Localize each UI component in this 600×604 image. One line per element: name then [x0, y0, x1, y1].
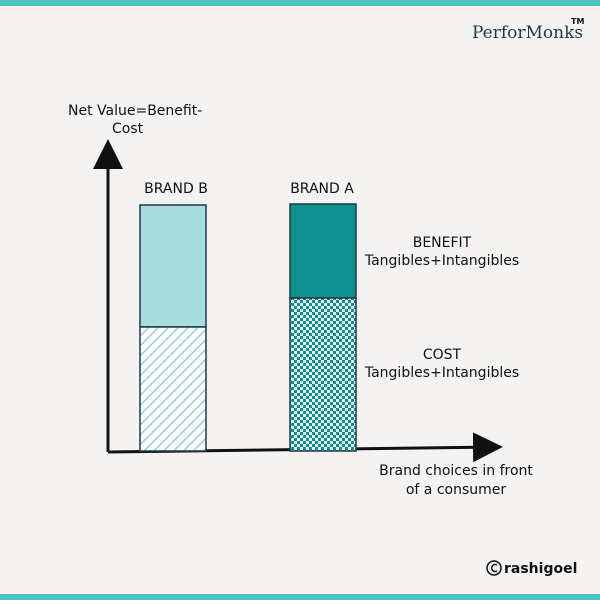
credit: rashigoel: [504, 561, 577, 577]
cost-block: [139, 326, 207, 452]
legend-title: COST: [423, 347, 462, 363]
copyright-icon: [490, 563, 498, 573]
legend-subtitle: Tangibles+Intangibles: [364, 365, 519, 381]
legend-title: BENEFIT: [413, 235, 472, 251]
bottom-band: [0, 594, 600, 600]
x-axis-label: of a consumer: [406, 482, 507, 498]
brand-label: BRAND B: [144, 181, 208, 197]
top-band: [0, 0, 600, 6]
logo-mark: TM: [571, 17, 584, 26]
cost-block: [289, 297, 357, 452]
logo: PerforMonks: [472, 23, 583, 43]
y-axis-label: Cost: [112, 121, 144, 137]
copyright-icon: [486, 560, 502, 576]
x-axis-label: Brand choices in front: [379, 463, 533, 479]
benefit-block: [289, 203, 357, 299]
benefit-block: [139, 204, 207, 328]
y-axis-label: Net Value=Benefit-: [68, 103, 202, 119]
legend-subtitle: Tangibles+Intangibles: [364, 253, 519, 269]
brand-label: BRAND A: [290, 181, 354, 197]
